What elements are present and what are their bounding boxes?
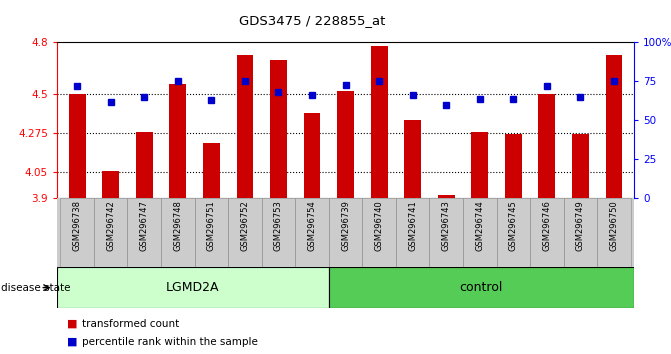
Bar	[471, 132, 488, 198]
Text: GSM296750: GSM296750	[609, 200, 619, 251]
Bar	[68, 95, 85, 198]
Bar	[538, 95, 555, 198]
Text: ■: ■	[67, 319, 78, 329]
Bar	[605, 55, 622, 198]
Bar	[169, 84, 186, 198]
Bar	[161, 198, 195, 267]
Bar	[362, 198, 396, 267]
Bar	[564, 198, 597, 267]
Bar	[505, 134, 521, 198]
Bar	[437, 195, 454, 198]
Bar	[404, 120, 421, 198]
Text: GSM296741: GSM296741	[408, 200, 417, 251]
Bar	[102, 171, 119, 198]
Text: GSM296738: GSM296738	[72, 200, 82, 251]
Bar	[60, 198, 94, 267]
Text: GSM296753: GSM296753	[274, 200, 283, 251]
Text: GSM296739: GSM296739	[341, 200, 350, 251]
Bar	[203, 143, 219, 198]
Text: GSM296749: GSM296749	[576, 200, 585, 251]
Bar	[127, 198, 161, 267]
Bar	[572, 134, 588, 198]
Bar	[396, 198, 429, 267]
Bar	[463, 198, 497, 267]
Bar	[530, 198, 564, 267]
Text: disease state: disease state	[1, 282, 70, 293]
Text: GSM296745: GSM296745	[509, 200, 518, 251]
Text: GSM296740: GSM296740	[374, 200, 384, 251]
Bar	[228, 198, 262, 267]
Text: control: control	[460, 281, 503, 294]
Bar	[136, 132, 152, 198]
Bar	[329, 267, 634, 308]
Bar	[270, 60, 287, 198]
Text: GSM296742: GSM296742	[106, 200, 115, 251]
Bar	[337, 91, 354, 198]
Bar	[295, 198, 329, 267]
Text: GSM296747: GSM296747	[140, 200, 149, 251]
Bar	[597, 198, 631, 267]
Bar	[429, 198, 463, 267]
Bar	[303, 113, 320, 198]
Bar	[329, 198, 362, 267]
Text: GSM296751: GSM296751	[207, 200, 216, 251]
Text: LGMD2A: LGMD2A	[166, 281, 219, 294]
Bar	[57, 267, 329, 308]
Text: ■: ■	[67, 337, 78, 347]
Bar	[262, 198, 295, 267]
Text: GSM296743: GSM296743	[442, 200, 451, 251]
Text: GSM296752: GSM296752	[240, 200, 250, 251]
Text: percentile rank within the sample: percentile rank within the sample	[82, 337, 258, 347]
Bar	[497, 198, 530, 267]
Text: GSM296748: GSM296748	[173, 200, 183, 251]
Bar	[236, 55, 253, 198]
Bar	[370, 46, 387, 198]
Text: GSM296744: GSM296744	[475, 200, 484, 251]
Text: transformed count: transformed count	[82, 319, 179, 329]
Bar	[94, 198, 127, 267]
Text: GDS3475 / 228855_at: GDS3475 / 228855_at	[239, 14, 385, 27]
Text: GSM296754: GSM296754	[307, 200, 317, 251]
Bar	[195, 198, 228, 267]
Text: GSM296746: GSM296746	[542, 200, 552, 251]
